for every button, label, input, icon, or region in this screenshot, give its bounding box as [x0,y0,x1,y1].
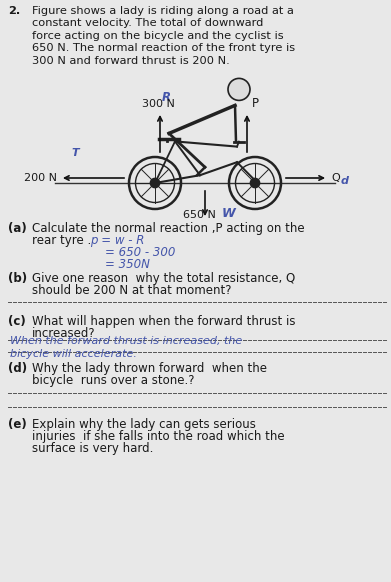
Text: When the forward thrust is increased, the: When the forward thrust is increased, th… [10,336,242,346]
Text: rear tyre .: rear tyre . [32,234,91,247]
Text: (e): (e) [8,418,27,431]
Text: p = w - R: p = w - R [90,234,144,247]
Text: 300 N: 300 N [142,99,175,109]
Text: W: W [222,207,236,220]
Text: injuries  if she falls into the road which the: injuries if she falls into the road whic… [32,430,285,443]
Text: bicycle  runs over a stone.?: bicycle runs over a stone.? [32,374,194,387]
Text: Give one reason  why the total resistance, Q: Give one reason why the total resistance… [32,272,295,285]
Text: Calculate the normal reaction ,P acting on the: Calculate the normal reaction ,P acting … [32,222,305,235]
Text: surface is very hard.: surface is very hard. [32,442,153,455]
Text: R: R [162,91,171,104]
Text: increased?: increased? [32,327,96,340]
Text: Why the lady thrown forward  when the: Why the lady thrown forward when the [32,362,267,375]
Text: Explain why the lady can gets serious: Explain why the lady can gets serious [32,418,256,431]
Circle shape [228,79,250,101]
Text: (a): (a) [8,222,27,235]
Text: 2.: 2. [8,6,20,16]
Text: 650 N: 650 N [183,210,216,220]
Text: bicycle will accelerate.: bicycle will accelerate. [10,349,137,359]
Text: 200 N: 200 N [24,173,57,183]
Circle shape [250,178,260,187]
Text: = 350N: = 350N [105,258,150,271]
Text: T: T [71,148,79,158]
Text: (b): (b) [8,272,27,285]
Text: (d): (d) [8,362,27,375]
Text: Figure shows a lady is riding along a road at a
constant velocity. The total of : Figure shows a lady is riding along a ro… [32,6,295,66]
Text: d: d [341,176,349,186]
Circle shape [150,178,160,187]
Text: Q: Q [331,173,340,183]
Text: What will happen when the forward thrust is: What will happen when the forward thrust… [32,315,296,328]
Text: should be 200 N at that moment?: should be 200 N at that moment? [32,284,231,297]
Text: = 650 - 300: = 650 - 300 [105,246,176,259]
Text: P: P [252,97,259,110]
Text: (c): (c) [8,315,26,328]
